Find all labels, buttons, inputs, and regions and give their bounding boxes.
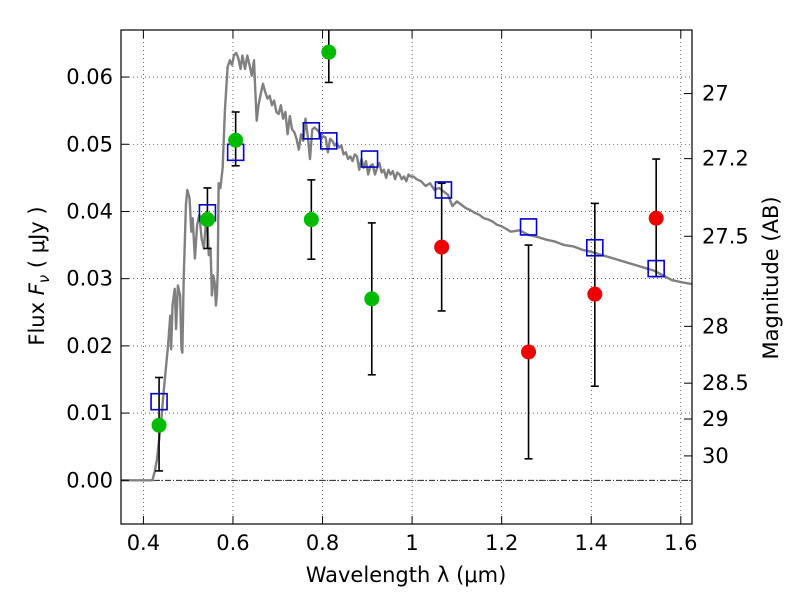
magnitude-tick-label: 27.5 [702,224,749,248]
errorbars [155,30,661,472]
magnitude-tick-label: 28 [702,314,729,338]
x-tick-label: 0.8 [306,531,339,555]
y-axis-label-subscript: ν [35,275,53,283]
model-photometry-square [519,218,538,236]
magnitude-tick-label: 30 [702,444,729,468]
model-photometry-squares [150,122,665,411]
green-data-point [364,291,380,307]
green-data-point [199,212,215,228]
magnitude-tick-label: 29 [702,407,729,431]
y-tick-label: 0.02 [66,334,113,358]
green-data-point [151,417,167,433]
x-tick-label: 1 [405,531,418,555]
y-tick-label: 0.05 [66,132,113,156]
model-photometry-square [150,392,168,411]
x-tick-label: 0.6 [216,531,249,555]
y-axis-label-suffix: ( μJy ) [25,206,49,274]
right-axis-label: Magnitude (AB) [759,196,783,359]
magnitude-axis-ticks: 27 27.2 27.5 28 28.5 29 30 [684,82,749,468]
gridlines [121,30,692,524]
green-data-point [321,44,337,60]
x-axis-label: Wavelength λ (μm) [306,563,507,587]
y-tick-label: 0.03 [66,267,113,291]
x-tick-label: 1.4 [575,531,608,555]
x-tick-label: 0.4 [127,531,160,555]
model-photometry-square [586,238,604,257]
red-data-point [587,286,603,302]
model-photometry-square [319,132,338,150]
y-tick-label: 0.06 [66,65,113,89]
y-tick-label: 0.01 [66,401,113,425]
red-data-point [521,344,537,360]
y-axis-label-prefix: Flux [25,295,49,345]
observed-points [151,44,664,433]
model-photometry-square [434,181,453,199]
model-photometry-square [302,122,321,140]
plot-area [121,30,692,482]
y-axis-label-symbol: F [25,282,49,295]
green-data-point [228,132,244,148]
x-axis-ticks: 0.4 0.6 0.8 1 1.2 1.4 1.6 [127,30,698,555]
magnitude-tick-label: 28.5 [702,371,749,395]
magnitude-tick-label: 27 [702,82,729,106]
y-axis-label: Flux Fν ( μJy ) [25,206,53,345]
y-axis-ticks: 0.00 0.01 0.02 0.03 0.04 0.05 0.06 [66,65,129,492]
red-data-point [434,239,450,255]
x-tick-label: 1.6 [664,531,697,555]
x-tick-label: 1.2 [485,531,518,555]
y-tick-label: 0.00 [66,468,113,492]
y-tick-label: 0.04 [66,199,113,223]
model-spectrum-line [121,51,692,482]
plot-frame [120,29,693,525]
magnitude-tick-label: 27.2 [702,147,749,171]
model-photometry-square [647,259,665,278]
green-data-point [303,212,319,228]
model-photometry-square [360,150,379,168]
red-data-point [648,210,664,226]
